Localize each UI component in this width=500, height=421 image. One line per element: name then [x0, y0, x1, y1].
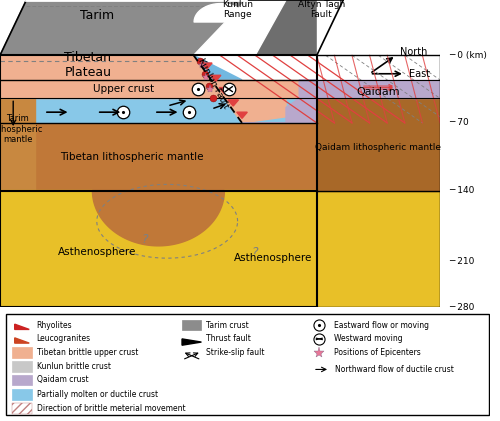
Text: Asthenosphere: Asthenosphere [234, 253, 312, 263]
Text: North: North [400, 47, 428, 57]
Polygon shape [202, 63, 212, 69]
Text: Qaidam lithospheric mantle: Qaidam lithospheric mantle [316, 143, 442, 152]
Polygon shape [317, 55, 440, 123]
Text: East: East [409, 69, 430, 79]
Text: ─ 140: ─ 140 [449, 186, 474, 195]
Bar [12, 361, 32, 371]
Polygon shape [228, 100, 238, 106]
Bar [12, 333, 32, 344]
Bar [12, 389, 32, 400]
Polygon shape [14, 338, 29, 343]
Polygon shape [0, 55, 35, 191]
Text: Kunlun brittle crust: Kunlun brittle crust [36, 362, 111, 371]
Text: Rhyolites: Rhyolites [36, 321, 72, 330]
Polygon shape [0, 0, 246, 55]
Text: Strike-slip fault: Strike-slip fault [206, 348, 265, 357]
Text: ─ 210: ─ 210 [449, 257, 474, 266]
Bar [12, 347, 32, 358]
Polygon shape [317, 55, 440, 80]
Text: ?: ? [142, 233, 148, 246]
Polygon shape [0, 99, 299, 123]
Polygon shape [255, 0, 343, 55]
Text: ─ 0 (km): ─ 0 (km) [449, 51, 487, 60]
Text: Tibetan
Plateau: Tibetan Plateau [64, 51, 112, 79]
Polygon shape [0, 55, 242, 123]
Polygon shape [317, 80, 440, 99]
Polygon shape [210, 75, 221, 81]
Text: Thrust fault: Thrust fault [206, 334, 251, 344]
Polygon shape [0, 191, 317, 307]
Bar [12, 375, 32, 385]
Polygon shape [0, 80, 299, 99]
Text: Kunlun Fault: Kunlun Fault [196, 56, 230, 109]
Bar [182, 320, 202, 330]
Text: ?: ? [252, 245, 258, 258]
Polygon shape [92, 191, 224, 246]
Bar [12, 403, 32, 413]
Text: Qaidam crust: Qaidam crust [36, 376, 88, 384]
Text: Partially molten or ductile crust: Partially molten or ductile crust [36, 390, 158, 399]
Text: Tarim: Tarim [80, 9, 114, 22]
Polygon shape [219, 88, 230, 94]
Text: Northward flow of ductile crust: Northward flow of ductile crust [335, 365, 454, 374]
Polygon shape [14, 324, 29, 329]
Text: Tibetan brittle upper crust: Tibetan brittle upper crust [36, 348, 138, 357]
Polygon shape [0, 191, 317, 307]
Bar [12, 320, 32, 330]
Polygon shape [0, 55, 286, 123]
Polygon shape [0, 55, 242, 80]
Polygon shape [242, 80, 317, 123]
Polygon shape [317, 99, 440, 191]
Text: Kunlun
Range: Kunlun Range [222, 0, 253, 19]
Text: Tarim crust: Tarim crust [206, 321, 249, 330]
Text: Upper crust: Upper crust [92, 84, 154, 94]
Polygon shape [317, 0, 343, 55]
Text: Leucogranites: Leucogranites [36, 334, 90, 344]
Text: Altyn Tagh
Fault: Altyn Tagh Fault [298, 0, 345, 19]
Text: Asthenosphere: Asthenosphere [58, 247, 136, 257]
Polygon shape [317, 191, 440, 307]
Text: Direction of brittle meterial movement: Direction of brittle meterial movement [36, 404, 185, 413]
Polygon shape [236, 112, 248, 118]
Polygon shape [182, 339, 202, 345]
Text: Westward moving: Westward moving [334, 334, 402, 344]
Text: Tarim
lithospheric
mantle: Tarim lithospheric mantle [0, 114, 42, 144]
Polygon shape [194, 0, 286, 55]
Text: Eastward flow or moving: Eastward flow or moving [334, 321, 429, 330]
Text: ─ 70: ─ 70 [449, 118, 469, 128]
Text: Tibetan lithospheric mantle: Tibetan lithospheric mantle [60, 152, 204, 162]
Polygon shape [0, 123, 317, 191]
Text: Positions of Epicenters: Positions of Epicenters [334, 348, 420, 357]
Polygon shape [0, 55, 286, 123]
Text: ─ 280: ─ 280 [449, 303, 474, 312]
Text: Qaidam: Qaidam [356, 87, 400, 97]
